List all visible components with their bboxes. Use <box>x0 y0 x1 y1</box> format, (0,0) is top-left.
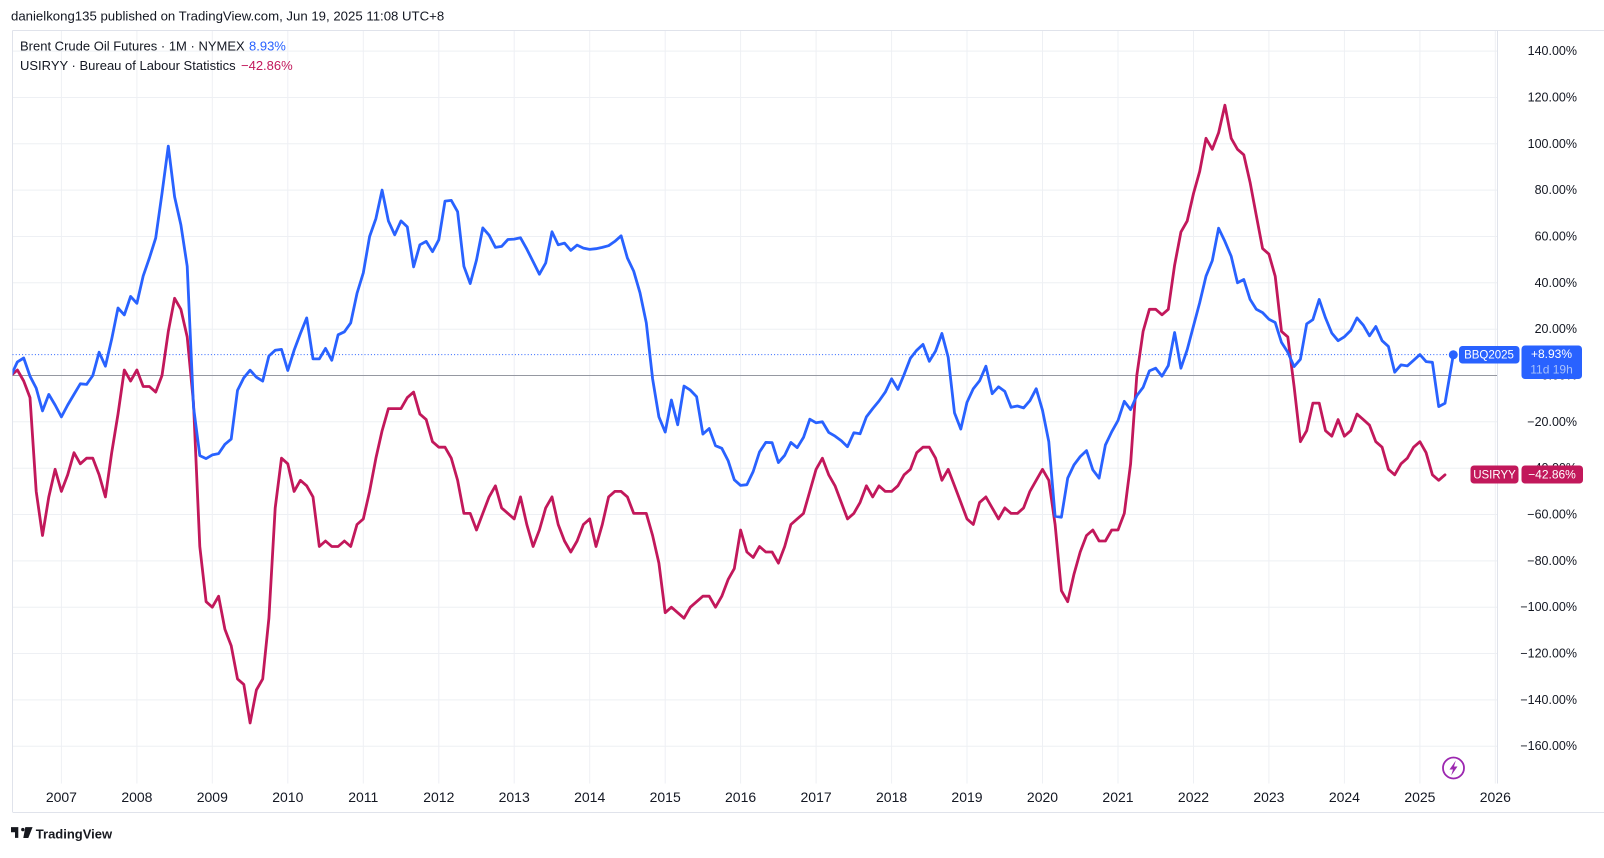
svg-text:2025: 2025 <box>1404 789 1435 805</box>
svg-text:20.00%: 20.00% <box>1535 322 1577 336</box>
svg-text:danielkong135 published on Tra: danielkong135 published on TradingView.c… <box>11 9 444 24</box>
svg-text:2020: 2020 <box>1027 789 1058 805</box>
svg-text:−160.00%: −160.00% <box>1520 739 1577 753</box>
svg-text:USIRYY · Bureau of Labour Stat: USIRYY · Bureau of Labour Statistics <box>20 58 236 73</box>
svg-text:2007: 2007 <box>46 789 77 805</box>
svg-text:2026: 2026 <box>1480 789 1511 805</box>
svg-text:2012: 2012 <box>423 789 454 805</box>
svg-text:−42.86%: −42.86% <box>1528 468 1576 482</box>
svg-text:Brent Crude Oil Futures · 1M ·: Brent Crude Oil Futures · 1M · NYMEX <box>20 39 245 54</box>
svg-text:−60.00%: −60.00% <box>1527 508 1577 522</box>
svg-text:TradingView: TradingView <box>36 827 113 842</box>
svg-text:11d 19h: 11d 19h <box>1530 363 1573 377</box>
svg-text:−80.00%: −80.00% <box>1527 554 1577 568</box>
svg-text:2019: 2019 <box>951 789 982 805</box>
svg-text:8.93%: 8.93% <box>249 39 286 54</box>
svg-text:80.00%: 80.00% <box>1535 183 1577 197</box>
svg-text:2021: 2021 <box>1102 789 1133 805</box>
svg-text:−42.86%: −42.86% <box>241 58 293 73</box>
svg-text:2024: 2024 <box>1329 789 1360 805</box>
svg-text:BBQ2025: BBQ2025 <box>1464 350 1514 362</box>
svg-text:2022: 2022 <box>1178 789 1209 805</box>
svg-text:2009: 2009 <box>197 789 228 805</box>
svg-text:−20.00%: −20.00% <box>1527 415 1577 429</box>
svg-text:−120.00%: −120.00% <box>1520 647 1577 661</box>
svg-text:60.00%: 60.00% <box>1535 230 1577 244</box>
svg-text:40.00%: 40.00% <box>1535 276 1577 290</box>
svg-text:2014: 2014 <box>574 789 605 805</box>
svg-text:2018: 2018 <box>876 789 907 805</box>
svg-text:−140.00%: −140.00% <box>1520 693 1577 707</box>
svg-text:−100.00%: −100.00% <box>1520 600 1577 614</box>
svg-text:2023: 2023 <box>1253 789 1284 805</box>
svg-text:+8.93%: +8.93% <box>1531 347 1572 361</box>
svg-text:140.00%: 140.00% <box>1528 44 1577 58</box>
svg-text:120.00%: 120.00% <box>1528 91 1577 105</box>
svg-text:USIRYY: USIRYY <box>1473 470 1516 482</box>
svg-text:100.00%: 100.00% <box>1528 137 1577 151</box>
svg-text:2017: 2017 <box>801 789 832 805</box>
svg-text:2011: 2011 <box>348 789 378 805</box>
svg-text:2010: 2010 <box>272 789 303 805</box>
svg-text:2013: 2013 <box>499 789 530 805</box>
svg-text:2015: 2015 <box>650 789 681 805</box>
svg-text:2008: 2008 <box>121 789 152 805</box>
svg-text:2016: 2016 <box>725 789 756 805</box>
